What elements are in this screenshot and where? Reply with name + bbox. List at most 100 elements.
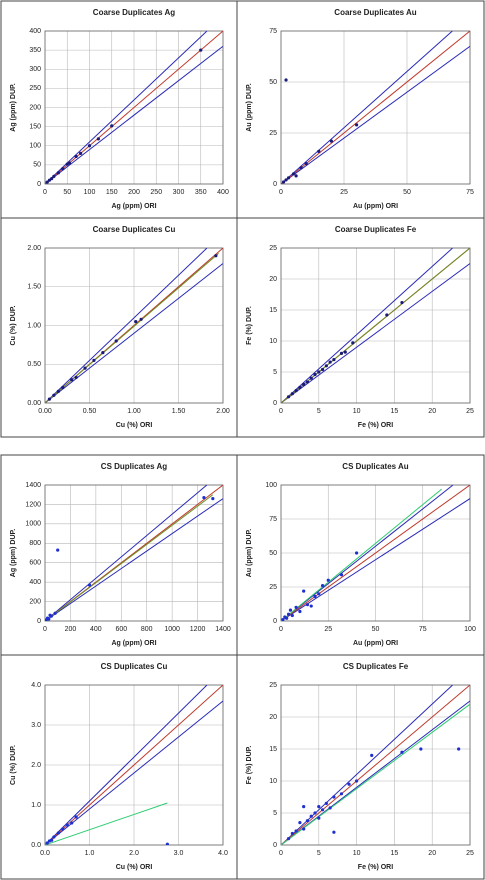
plot-area [45,485,223,621]
reference-line [281,488,442,621]
data-point [214,254,218,258]
x-tick-label: 50 [63,189,71,196]
reference-line [45,685,208,845]
y-tick-label: 1.00 [27,322,41,329]
y-tick-label: 1400 [25,482,41,489]
data-point [347,782,351,786]
data-point [48,613,52,617]
plot-area [45,685,223,845]
x-tick-label: 800 [141,626,153,633]
data-point [332,830,336,834]
y-tick-label: 10 [269,778,277,785]
data-point [370,753,374,758]
y-tick-label: 200 [29,104,41,111]
lower-frame [0,454,485,880]
data-point [305,819,310,823]
plot-area [281,485,470,621]
data-point [343,350,347,354]
data-point [96,137,100,141]
data-point [67,161,72,165]
data-point [61,167,65,171]
data-point [284,178,288,182]
x-tick-label: 10 [353,850,361,857]
x-tick-label: 15 [391,850,399,857]
data-point [74,154,78,159]
y-tick-label: 0 [273,842,277,849]
x-tick-label: 0 [43,626,47,633]
y-tick-label: 25 [269,682,277,689]
data-point [332,795,336,799]
data-point [305,380,310,384]
reference-line [281,31,470,184]
x-tick-label: 3.0 [174,850,184,857]
data-point [309,604,313,608]
x-axis-label: Ag (ppm) ORI [111,203,156,210]
x-tick-label: 75 [419,626,427,633]
y-tick-label: 20 [269,276,277,283]
plot-frame [280,684,471,846]
data-point [302,589,306,593]
x-axis-label: Cu (%) ORI [116,422,153,429]
data-point [165,842,169,845]
x-tick-label: 50 [372,626,380,633]
x-tick-label: 25 [466,408,474,415]
y-tick-label: 50 [33,162,41,169]
x-tick-label: 1400 [215,626,231,633]
y-tick-label: 400 [29,579,41,586]
reference-line [45,253,219,403]
data-point [139,317,143,321]
chart-title: CS Duplicates Cu [101,662,168,671]
data-point [70,821,74,825]
y-axis-label: Cu (%) DUP. [10,305,17,345]
plot-frame [280,247,471,404]
data-point [92,358,96,362]
data-point [74,375,78,380]
y-tick-label: 0 [37,181,41,188]
data-point [70,378,74,382]
data-point [83,366,87,370]
data-point [355,779,359,783]
data-point [61,385,65,390]
data-point [56,548,60,552]
reference-line [45,45,223,184]
reference-line [45,248,208,403]
y-tick-label: 200 [29,598,41,605]
data-point [45,841,49,845]
reference-line [281,685,453,845]
reference-line [281,45,470,184]
data-point [294,174,298,178]
y-tick-label: 4.0 [31,682,41,689]
x-tick-label: 0 [279,850,283,857]
reference-line [281,703,470,845]
data-point [339,573,344,577]
data-point [320,584,325,588]
x-tick-label: 0 [279,408,283,415]
data-point [53,611,57,615]
data-point [302,805,306,809]
chart-title: Coarse Duplicates Fe [335,225,417,234]
y-tick-label: 0 [273,400,277,407]
x-tick-label: 1200 [190,626,206,633]
data-point [50,177,54,181]
y-tick-label: 15 [269,746,277,753]
y-tick-label: 25 [269,130,277,137]
data-point [328,360,332,364]
data-point [298,385,302,390]
data-point [309,376,313,380]
y-tick-label: 400 [29,28,41,35]
reference-line [45,31,223,184]
y-tick-label: 15 [269,307,277,314]
data-point [286,837,291,841]
reference-line [45,685,223,845]
y-tick-label: 2.0 [31,762,41,769]
chart-title: CS Duplicates Au [342,462,408,471]
data-point [324,364,328,368]
x-tick-label: 0.0 [40,850,50,857]
chart-title: Coarse Duplicates Ag [93,8,176,17]
data-point [101,351,105,355]
reference-line [281,498,470,621]
y-tick-label: 3.0 [31,722,41,729]
y-tick-label: 600 [29,560,41,567]
y-tick-label: 1.50 [27,284,41,291]
